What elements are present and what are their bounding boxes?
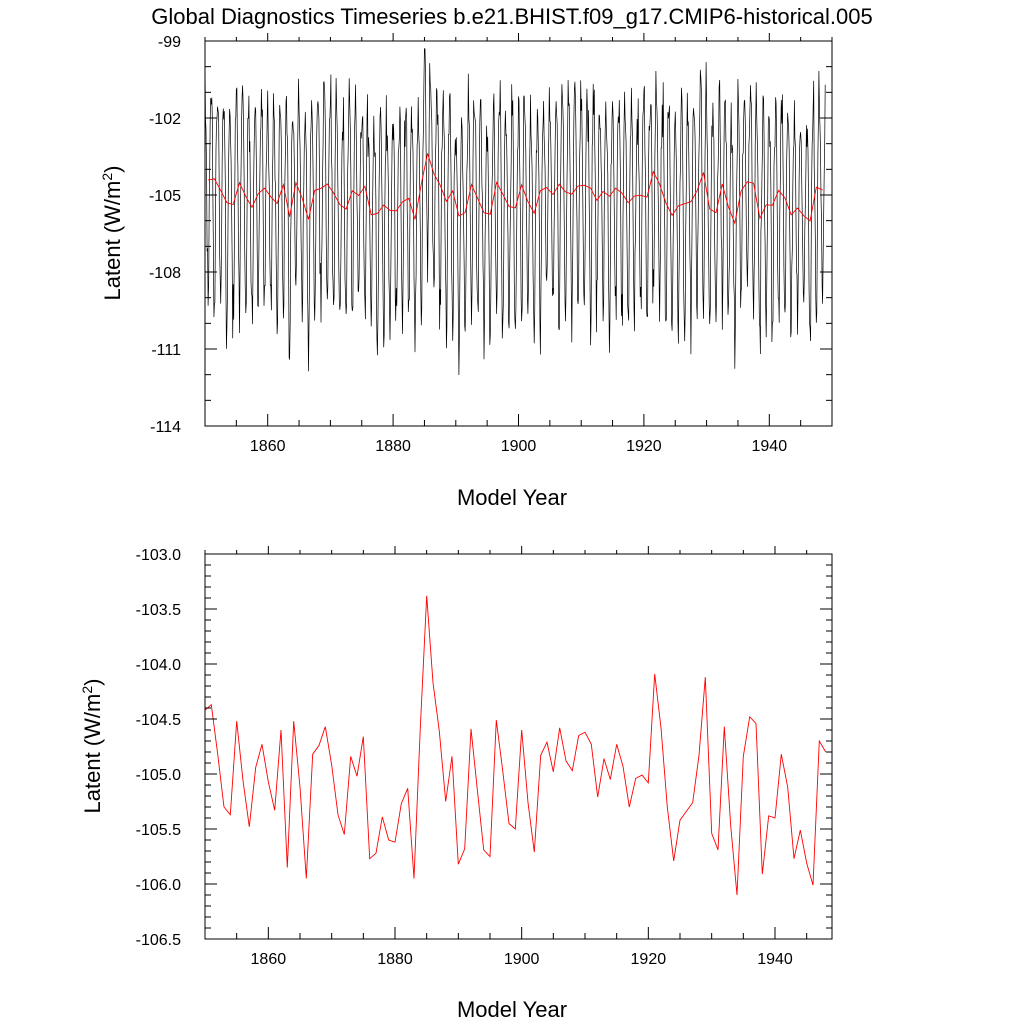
bottom-x-tick-label: 1940 bbox=[757, 951, 793, 968]
bottom-axes: 1860 1880 1900 1920 1940 -106.5 -106.0 -105.5 -1… bbox=[136, 546, 832, 968]
bottom-y-axis-label: Latent (W/m2) bbox=[79, 679, 105, 814]
top-x-tick-label: 1880 bbox=[375, 438, 411, 455]
bottom-y-tick-label: -106.0 bbox=[136, 877, 181, 894]
top-x-tick-label: 1940 bbox=[752, 438, 788, 455]
figure-title: Global Diagnostics Timeseries b.e21.BHIS… bbox=[151, 4, 872, 29]
top-y-tick-label: -108 bbox=[149, 265, 181, 282]
top-annual-series-line bbox=[208, 153, 823, 225]
top-panel: 1860 1880 1900 1920 1940 -114 -111 -108 -105 -102… bbox=[99, 33, 833, 510]
bottom-x-tick-label: 1880 bbox=[377, 951, 413, 968]
top-y-axis-label: Latent (W/m2) bbox=[99, 166, 125, 301]
bottom-y-tick-label: -106.5 bbox=[136, 932, 181, 949]
top-y-tick-label: -111 bbox=[151, 342, 181, 359]
top-y-tick-label: -114 bbox=[150, 419, 181, 436]
top-x-tick-label: 1900 bbox=[501, 438, 537, 455]
bottom-x-tick-label: 1860 bbox=[251, 951, 287, 968]
top-plot-area bbox=[204, 48, 826, 376]
bottom-y-axis-label-superscript: 2 bbox=[79, 686, 95, 694]
bottom-x-tick-label: 1920 bbox=[631, 951, 667, 968]
top-y-tick-label: -102 bbox=[149, 111, 181, 128]
bottom-y-tick-label: -104.0 bbox=[136, 657, 181, 674]
top-monthly-series-line bbox=[204, 48, 826, 376]
bottom-x-axis-label: Model Year bbox=[457, 997, 567, 1022]
bottom-y-tick-label: -103.0 bbox=[136, 547, 181, 564]
top-y-axis-label-superscript: 2 bbox=[99, 173, 115, 181]
top-axes: 1860 1880 1900 1920 1940 -114 -111 -108 -105 -102… bbox=[149, 33, 833, 455]
bottom-y-tick-label: -103.5 bbox=[136, 602, 181, 619]
top-y-axis-label-close: ) bbox=[100, 166, 125, 173]
bottom-plot-area bbox=[204, 595, 827, 896]
top-y-axis-label-text: Latent (W/m bbox=[100, 181, 125, 301]
bottom-y-tick-label: -104.5 bbox=[136, 712, 181, 729]
top-y-tick-label: -105 bbox=[149, 188, 181, 205]
bottom-panel: 1860 1880 1900 1920 1940 -106.5 -106.0 -105.5 -1… bbox=[79, 546, 833, 1022]
bottom-annual-series-line bbox=[204, 595, 827, 896]
bottom-y-axis-label-close: ) bbox=[80, 679, 105, 686]
top-x-axis-label: Model Year bbox=[457, 485, 567, 510]
bottom-y-axis-label-text: Latent (W/m bbox=[80, 694, 105, 814]
top-x-tick-label: 1860 bbox=[250, 438, 286, 455]
bottom-x-tick-label: 1900 bbox=[504, 951, 540, 968]
top-x-tick-label: 1920 bbox=[626, 438, 662, 455]
bottom-plot-frame bbox=[204, 553, 833, 940]
bottom-y-tick-label: -105.5 bbox=[136, 822, 181, 839]
top-y-tick-label: -99 bbox=[158, 34, 181, 51]
bottom-y-tick-label: -105.0 bbox=[136, 767, 181, 784]
